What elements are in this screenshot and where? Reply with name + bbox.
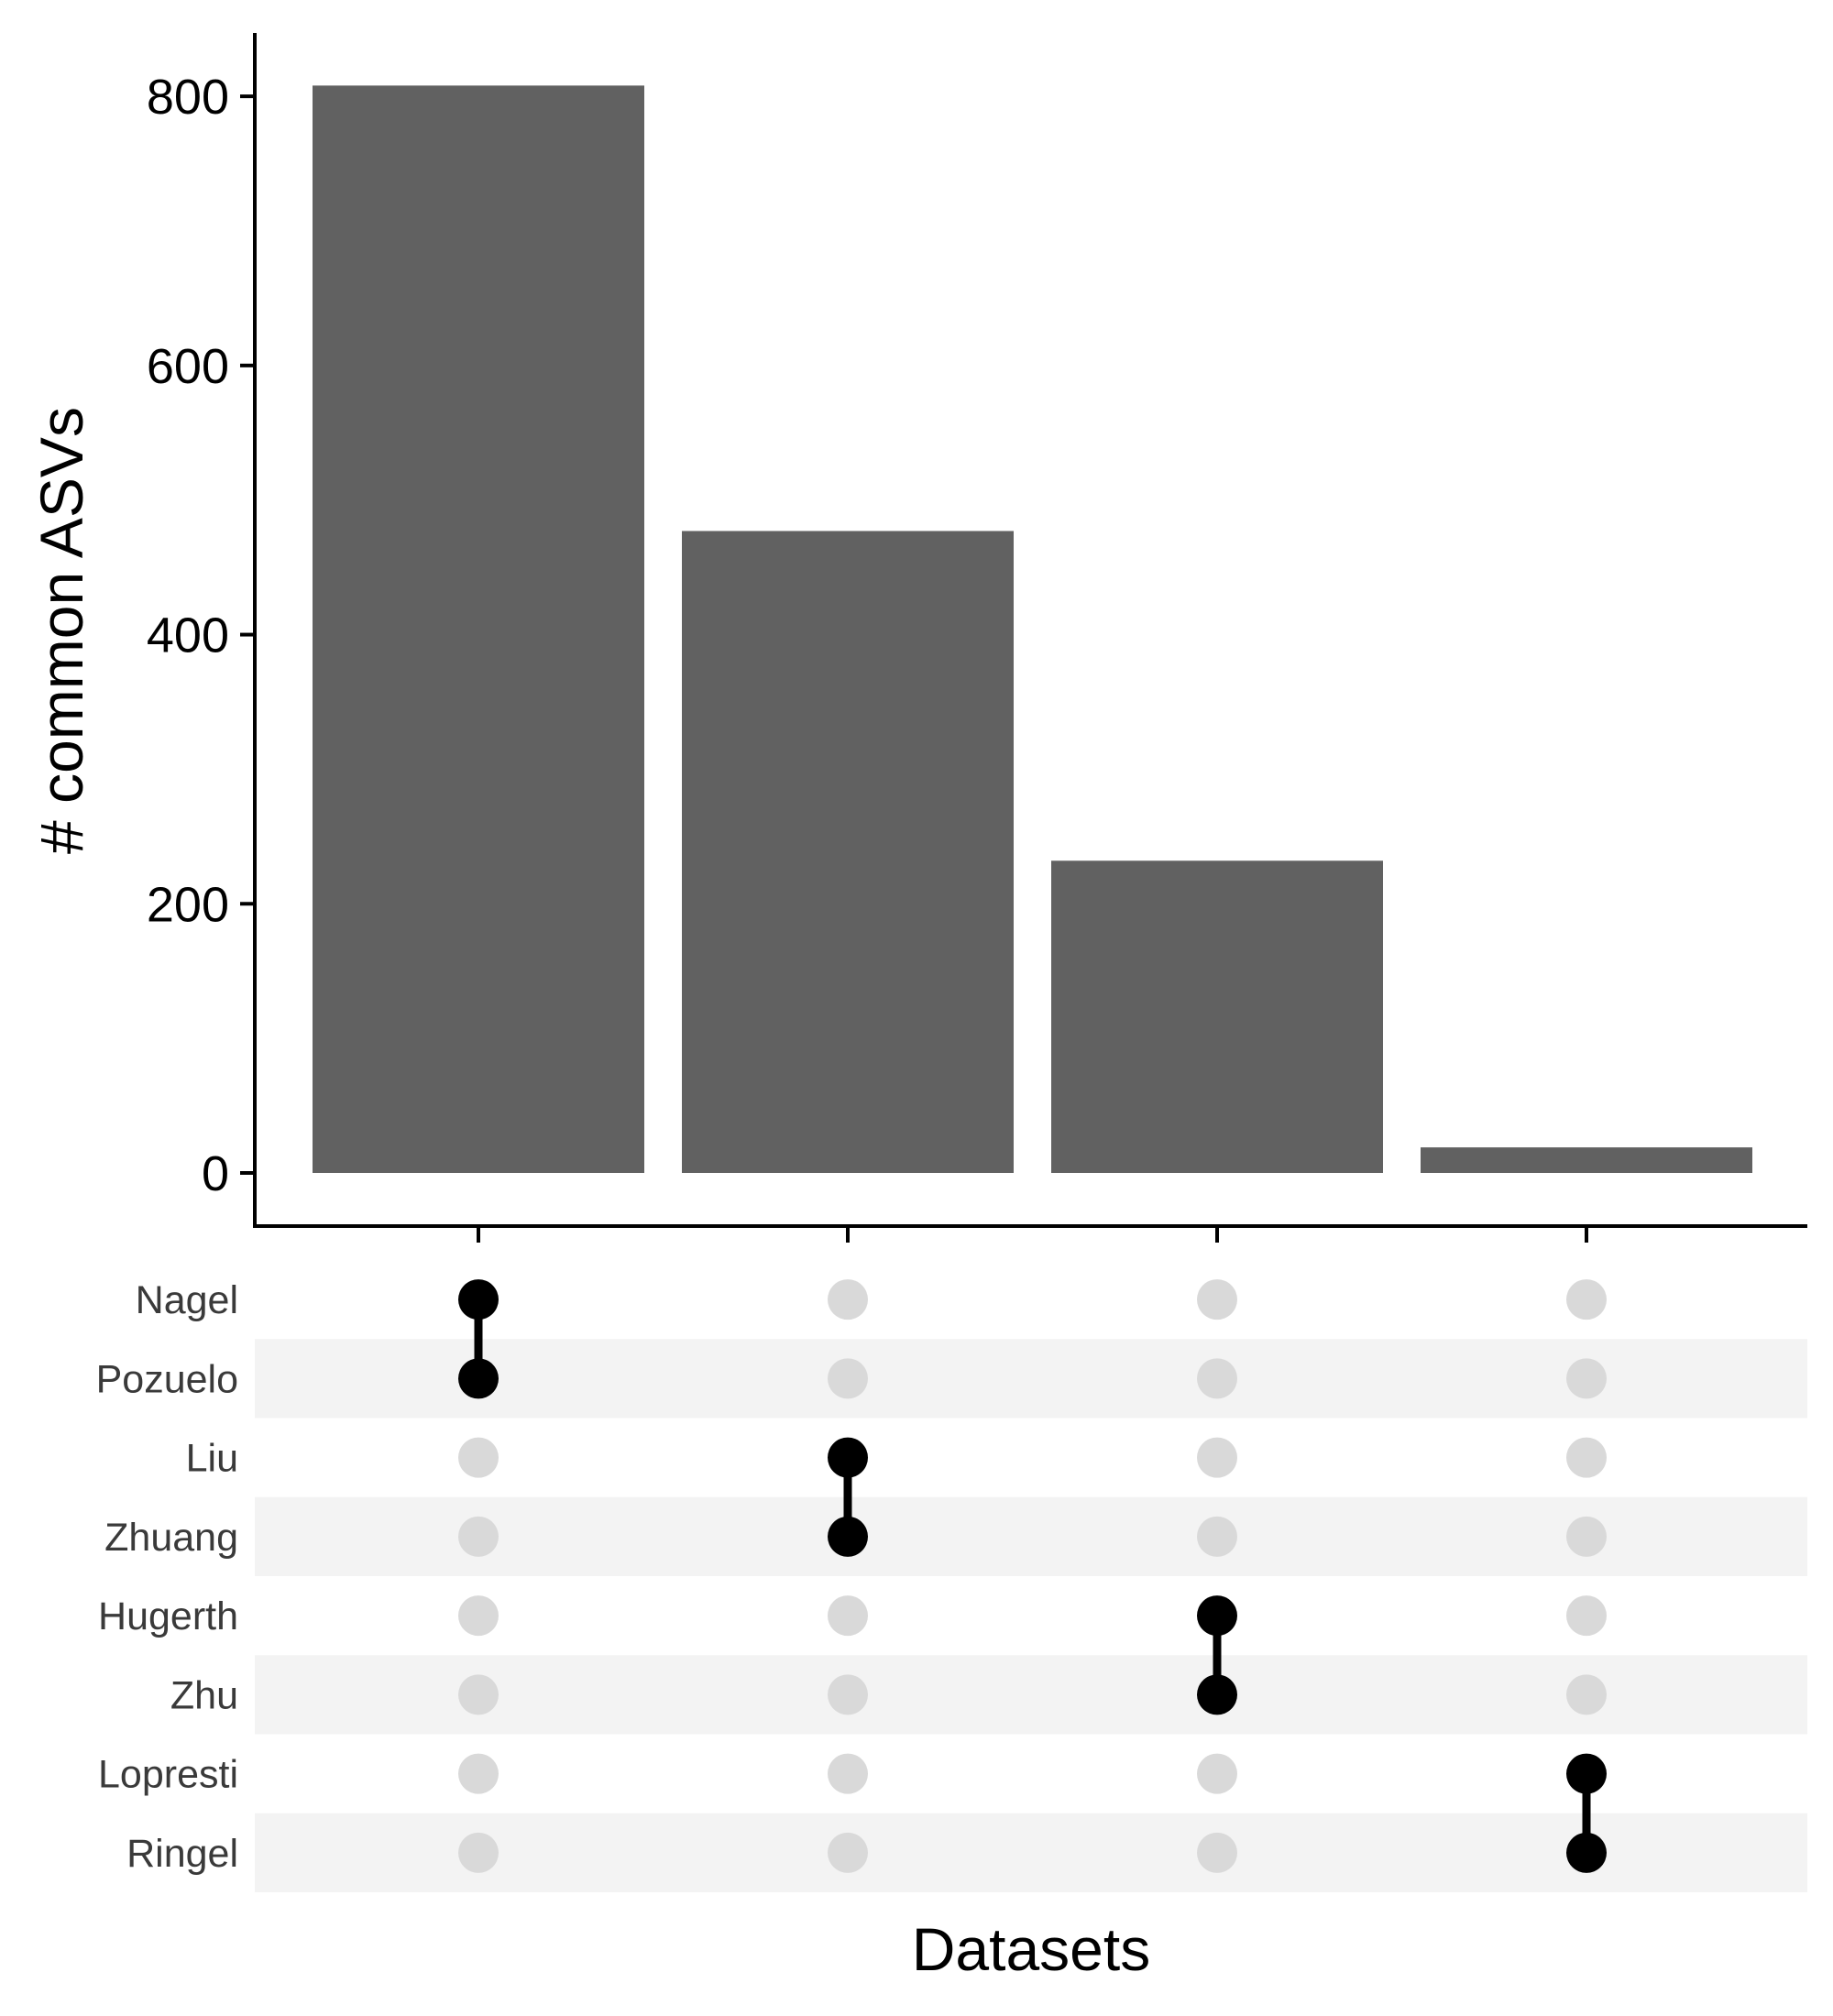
matrix-dot-inactive — [828, 1674, 868, 1715]
matrix-dot-active — [1197, 1674, 1237, 1715]
matrix-dot-inactive — [1566, 1279, 1607, 1320]
matrix-row-stripe — [255, 1655, 1807, 1735]
matrix-dot-inactive — [1566, 1437, 1607, 1478]
matrix-dot-inactive — [1566, 1516, 1607, 1557]
matrix-dot-inactive — [1197, 1753, 1237, 1794]
y-tick-label: 800 — [147, 70, 229, 125]
set-label-pozuelo: Pozuelo — [96, 1357, 238, 1401]
matrix-dot-active — [458, 1279, 499, 1320]
bar-3 — [1051, 860, 1383, 1173]
bar-1 — [313, 85, 644, 1173]
matrix-dot-inactive — [828, 1832, 868, 1873]
matrix-dot-active — [1197, 1595, 1237, 1637]
matrix-dot-inactive — [458, 1595, 499, 1637]
matrix-dot-inactive — [458, 1753, 499, 1794]
x-axis-title: Datasets — [912, 1915, 1150, 1983]
bars-layer — [313, 85, 1752, 1173]
matrix-dot-inactive — [458, 1516, 499, 1557]
bar-2 — [682, 531, 1014, 1173]
set-label-ringel: Ringel — [126, 1832, 238, 1876]
matrix-row-stripe — [255, 1813, 1807, 1892]
matrix-dot-inactive — [1566, 1674, 1607, 1715]
y-tick-label: 400 — [147, 608, 229, 663]
set-label-liu: Liu — [186, 1437, 238, 1481]
matrix-dot-inactive — [1197, 1516, 1237, 1557]
matrix-dot-active — [458, 1358, 499, 1399]
x-axis — [253, 1224, 1807, 1243]
set-label-zhu: Zhu — [170, 1673, 238, 1717]
y-axis-title: # common ASVs — [27, 407, 95, 854]
matrix-dot-inactive — [1197, 1437, 1237, 1478]
matrix-dot-inactive — [1197, 1279, 1237, 1320]
matrix-dot-inactive — [828, 1279, 868, 1320]
matrix-row-stripe — [255, 1496, 1807, 1576]
set-label-nagel: Nagel — [136, 1278, 238, 1322]
set-label-zhuang: Zhuang — [104, 1516, 238, 1560]
matrix-dot-inactive — [458, 1832, 499, 1873]
matrix-dot-inactive — [458, 1674, 499, 1715]
matrix-dot-active — [1566, 1832, 1607, 1873]
y-tick-label: 200 — [147, 877, 229, 932]
matrix-dot-active — [828, 1516, 868, 1557]
set-label-hugerth: Hugerth — [98, 1594, 238, 1638]
set-label-lopresti: Lopresti — [98, 1753, 238, 1797]
y-tick-label: 0 — [202, 1146, 229, 1201]
set-matrix: Nagel Pozuelo Liu Zhuang Hugerth Zhu Lopresti R… — [96, 1278, 1807, 1892]
matrix-dot-active — [1566, 1753, 1607, 1794]
matrix-dot-inactive — [1566, 1358, 1607, 1399]
matrix-dot-inactive — [828, 1595, 868, 1637]
matrix-dot-inactive — [1197, 1832, 1237, 1873]
matrix-dot-inactive — [1566, 1595, 1607, 1637]
bar-4 — [1421, 1147, 1752, 1173]
matrix-dot-inactive — [828, 1358, 868, 1399]
matrix-dot-inactive — [1197, 1358, 1237, 1399]
y-tick-label: 600 — [147, 339, 229, 394]
matrix-dot-inactive — [458, 1437, 499, 1478]
matrix-dot-inactive — [828, 1753, 868, 1794]
y-axis: 0 200 400 600 800 — [147, 33, 257, 1226]
matrix-dot-active — [828, 1437, 868, 1478]
matrix-row-stripe — [255, 1339, 1807, 1419]
